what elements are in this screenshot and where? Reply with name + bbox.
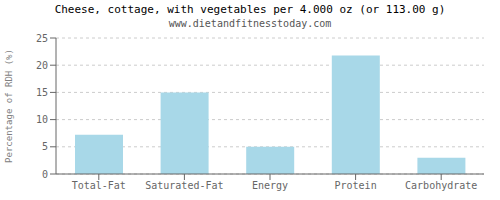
svg-text:25: 25 [36, 33, 48, 44]
svg-text:Protein: Protein [335, 180, 377, 191]
svg-text:0: 0 [42, 169, 48, 180]
svg-text:15: 15 [36, 87, 48, 98]
svg-text:5: 5 [42, 141, 48, 152]
svg-text:Carbohydrate: Carbohydrate [405, 180, 477, 191]
html-text:Cheese, cottage, with vegetabl: Cheese, cottage, with vegetables per 4.0… [54, 3, 446, 16]
svg-text:20: 20 [36, 60, 48, 71]
svg-text:Energy: Energy [252, 180, 288, 191]
html-text:www.dietandfitnesstoday.com: www.dietandfitnesstoday.com [168, 18, 332, 29]
svg-text:Saturated-Fat: Saturated-Fat [145, 180, 223, 191]
svg-text:10: 10 [36, 114, 48, 125]
svg-text:Total-Fat: Total-Fat [72, 180, 126, 191]
svg-text:Percentage of RDH (%): Percentage of RDH (%) [8, 49, 14, 163]
